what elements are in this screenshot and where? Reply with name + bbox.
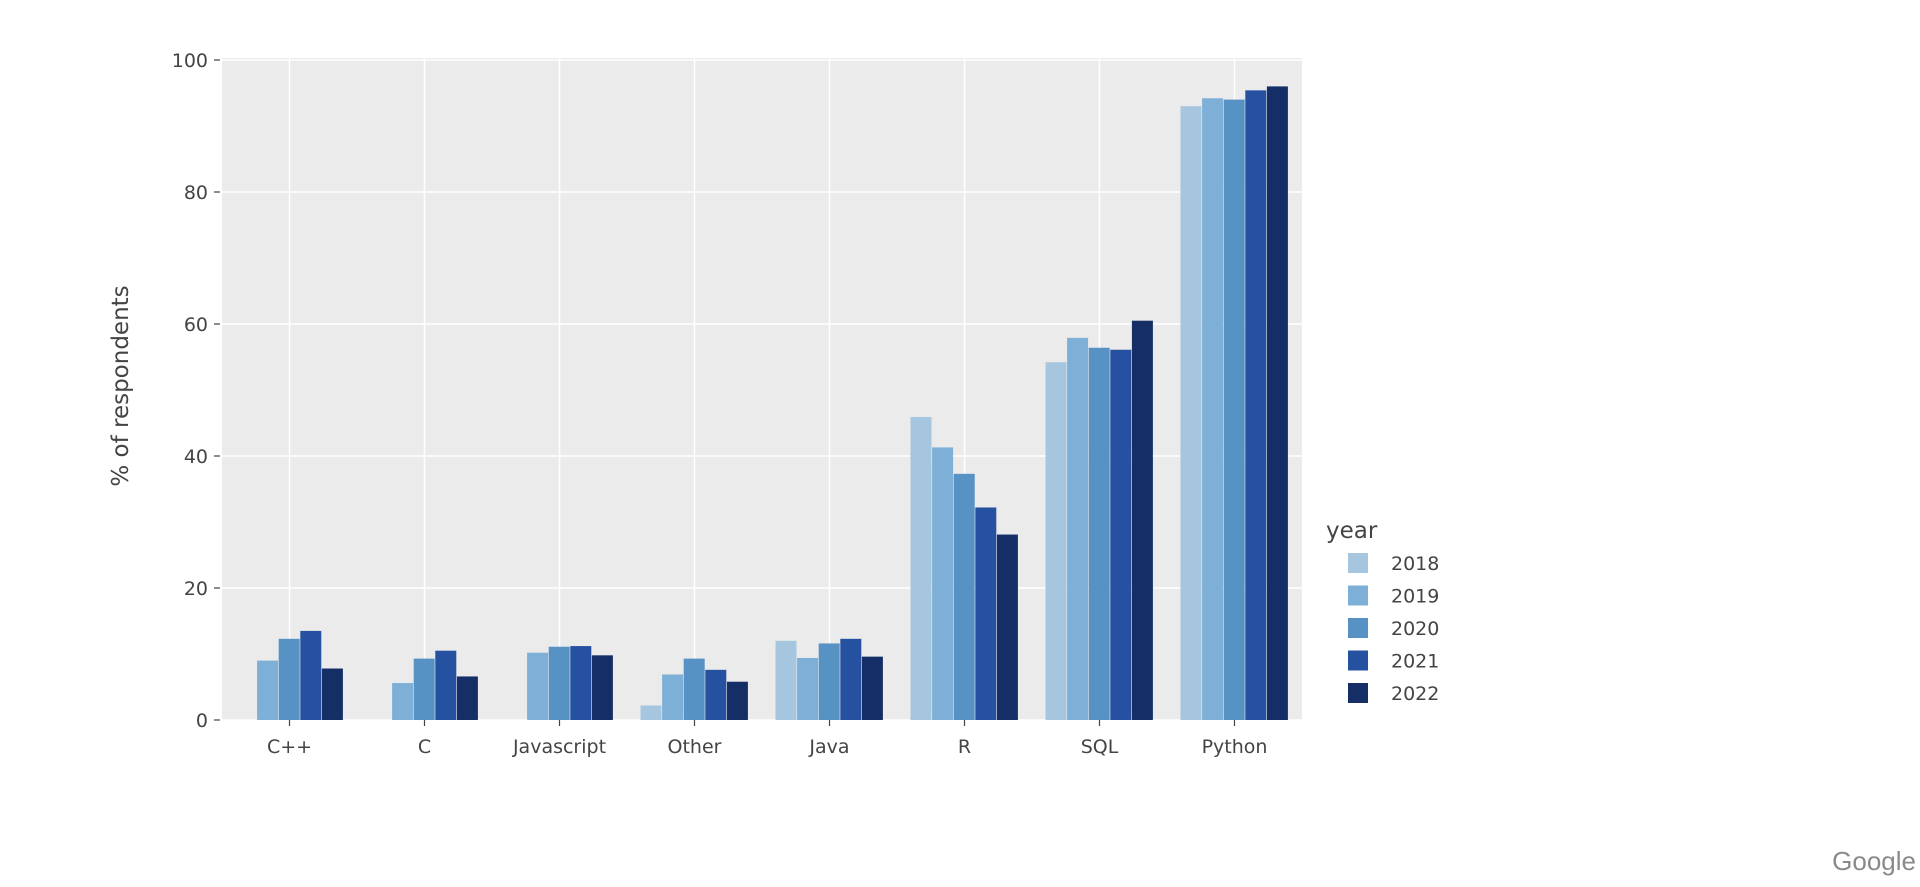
x-tick-label: R: [958, 736, 971, 758]
bar[interactable]: [840, 638, 862, 720]
bar[interactable]: [548, 646, 570, 720]
y-tick-label: 0: [196, 710, 208, 732]
x-axis: C++ C Javascript Other Java R SQL Python: [267, 720, 1267, 758]
bar[interactable]: [1245, 90, 1267, 721]
legend-item-2019[interactable]: 2019: [1348, 585, 1439, 608]
bar[interactable]: [662, 674, 684, 720]
legend-item-2020[interactable]: 2020: [1348, 618, 1439, 640]
bar[interactable]: [1088, 347, 1110, 720]
x-tick-label: Java: [808, 736, 849, 758]
bar-series: [257, 86, 1288, 721]
x-tick-label: C++: [267, 736, 312, 758]
bar[interactable]: [1067, 337, 1089, 720]
legend-swatch: [1348, 553, 1368, 573]
bar[interactable]: [1202, 98, 1224, 720]
x-tick-label: C: [418, 736, 431, 758]
bar[interactable]: [797, 657, 819, 720]
bar[interactable]: [257, 660, 279, 720]
legend-label: 2019: [1391, 586, 1439, 608]
legend-label: 2021: [1391, 651, 1439, 673]
bar[interactable]: [300, 630, 322, 720]
x-tick-label: Python: [1202, 736, 1268, 758]
bar[interactable]: [392, 683, 414, 720]
bar[interactable]: [818, 643, 840, 720]
bar[interactable]: [527, 652, 549, 720]
legend-swatch: [1348, 618, 1368, 638]
legend-label: 2022: [1391, 683, 1439, 705]
y-tick-label: 100: [172, 50, 208, 72]
bar[interactable]: [321, 668, 343, 720]
bar[interactable]: [413, 658, 435, 720]
bar[interactable]: [1131, 320, 1153, 720]
legend[interactable]: year 2018 2019 2020 2021 2022: [1326, 518, 1439, 705]
bar[interactable]: [1180, 106, 1202, 720]
bar[interactable]: [1223, 99, 1245, 721]
legend-swatch: [1348, 650, 1368, 671]
x-tick-label: SQL: [1081, 736, 1119, 758]
legend-swatch: [1348, 683, 1368, 703]
bar[interactable]: [953, 473, 975, 720]
y-tick-label: 80: [184, 182, 208, 204]
bar[interactable]: [278, 638, 300, 720]
bar[interactable]: [683, 658, 705, 720]
series-2022: [321, 86, 1288, 720]
legend-title: year: [1326, 518, 1378, 544]
series-2021: [300, 90, 1267, 721]
bar[interactable]: [861, 656, 883, 720]
bar[interactable]: [775, 640, 797, 720]
y-tick-label: 20: [184, 578, 208, 600]
bar[interactable]: [570, 646, 592, 720]
bar[interactable]: [996, 534, 1018, 720]
bar[interactable]: [1045, 362, 1067, 720]
google-watermark: Google: [1832, 846, 1916, 876]
bar[interactable]: [640, 705, 662, 720]
series-2019: [257, 98, 1224, 720]
bar[interactable]: [705, 669, 727, 720]
legend-item-2022[interactable]: 2022: [1348, 683, 1439, 705]
bar[interactable]: [975, 507, 997, 720]
bar[interactable]: [591, 655, 613, 720]
legend-item-2018[interactable]: 2018: [1348, 553, 1439, 575]
x-tick-label: Javascript: [512, 736, 606, 758]
bar[interactable]: [932, 447, 954, 720]
x-tick-label: Other: [668, 736, 722, 758]
y-tick-label: 40: [184, 446, 208, 468]
bar[interactable]: [910, 417, 932, 720]
series-2018: [640, 106, 1202, 720]
bar[interactable]: [435, 650, 457, 720]
series-2020: [278, 99, 1245, 721]
bar[interactable]: [456, 676, 478, 720]
legend-label: 2020: [1391, 618, 1439, 640]
bar[interactable]: [726, 681, 748, 720]
bar[interactable]: [1266, 86, 1288, 720]
legend-swatch: [1348, 585, 1368, 606]
bar[interactable]: [1110, 349, 1132, 720]
legend-label: 2018: [1391, 553, 1439, 575]
y-axis-title: % of respondents: [108, 285, 134, 486]
legend-item-2021[interactable]: 2021: [1348, 650, 1439, 673]
y-axis: 0 20 40 60 80 100: [172, 50, 220, 732]
y-tick-label: 60: [184, 314, 208, 336]
